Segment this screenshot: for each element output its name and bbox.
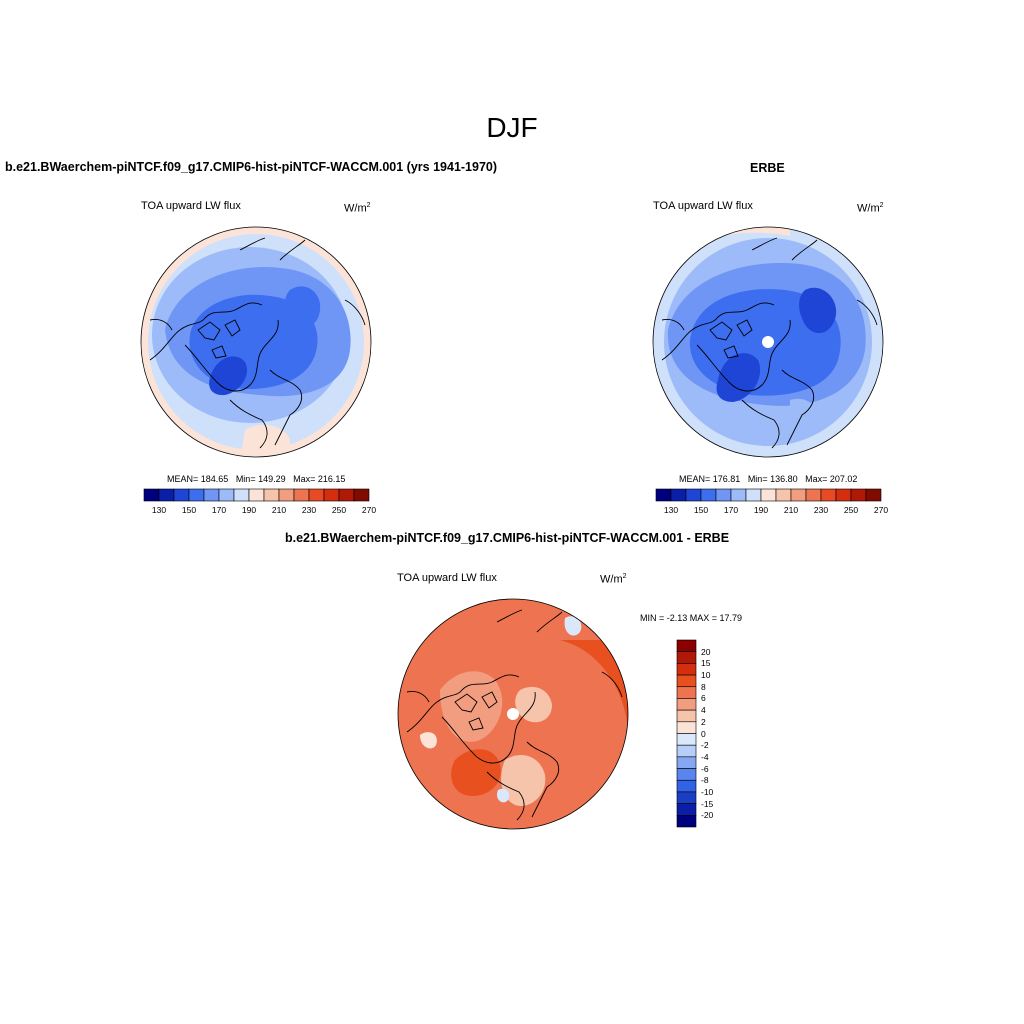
diff-colorbar-tick: -4 [701,751,709,762]
model-units-label: W/m2 [344,202,371,215]
model-colorbar-tick: 130 [151,505,167,515]
diff-colorbar-swatch [676,674,697,688]
model-colorbar-tick: 190 [241,505,257,515]
diff-colorbar-swatch [676,721,697,734]
diff-variable-label: TOA upward LW flux [397,572,497,584]
model-field-band-150 [209,356,248,396]
diff-case-title: b.e21.BWaerchem-piNTCF.f09_g17.CMIP6-his… [285,531,730,545]
model-colorbar-swatch [353,488,370,502]
obs-case-title: ERBE [750,161,785,175]
diff-colorbar-tick: 20 [701,646,711,657]
diff-colorbar-tick: 0 [701,728,706,739]
diff-colorbar-swatch [676,756,697,769]
obs-colorbar-tick: 170 [723,505,739,515]
diff-colorbar-swatch [676,768,697,781]
obs-coastlines [661,237,878,449]
diff-colorbar-tick: -8 [701,775,709,786]
diff-colorbar-tick: -10 [701,786,714,797]
diff-colorbar-swatch [676,663,697,676]
obs-stats: MEAN= 176.81 Min= 136.80 Max= 207.02 [679,474,857,484]
obs-colorbar-tick: 190 [753,505,769,515]
diff-colorbar-swatch [676,803,697,816]
obs-colorbar [655,488,882,502]
diff-field-low-patch [420,732,437,749]
model-colorbar-ticks: 130 150 170 190 210 230 250 270 [144,505,376,517]
obs-colorbar-tick: 150 [693,505,709,515]
model-stats: MEAN= 184.65 Min= 149.29 Max= 216.15 [167,474,345,484]
diff-field-europe-low [501,755,546,806]
diff-field-pole-low [515,686,552,723]
diff-coastlines [406,609,623,821]
diff-colorbar-swatch [676,686,697,699]
model-colorbar-tick: 250 [331,505,347,515]
obs-stat-max: Max= 207.02 [805,474,858,484]
diff-colorbar-tick: -2 [701,740,709,751]
model-colorbar-tick: 210 [271,505,287,515]
obs-colorbar-tick: 250 [843,505,859,515]
obs-colorbar-tick: 210 [783,505,799,515]
obs-units-label: W/m2 [857,202,884,215]
obs-stat-mean: MEAN= 176.81 [679,474,741,484]
model-map-border [140,226,372,458]
obs-colorbar-tick: 230 [813,505,829,515]
model-colorbar [143,488,370,502]
diff-map-border [397,598,629,830]
diff-field-negative-patch-1 [564,616,582,636]
obs-pole-hole [762,336,774,348]
obs-field-atlantic-low [799,287,837,334]
diff-colorbar-tick: -15 [701,798,714,809]
obs-colorbar-tick: 130 [663,505,679,515]
diff-minmax: MIN = -2.13 MAX = 17.79 [640,613,743,623]
model-field-europe-warm [240,424,290,457]
diff-colorbar-tick: 8 [701,681,706,692]
diff-colorbar-tick: 2 [701,716,706,727]
model-colorbar-tick: 230 [301,505,317,515]
diff-colorbar-tick: 6 [701,693,706,704]
obs-map-border [652,226,884,458]
obs-colorbar-swatch [865,488,882,502]
model-case-title: b.e21.BWaerchem-piNTCF.f09_g17.CMIP6-his… [5,160,498,174]
obs-field-europe [790,398,816,429]
diff-colorbar-swatch [676,651,697,664]
page-title: DJF [486,112,538,143]
diff-colorbar-swatch [676,779,697,793]
model-stat-mean: MEAN= 184.65 [167,474,229,484]
model-stat-min: Min= 149.29 [235,474,286,484]
diff-colorbar-swatch [676,815,697,828]
diff-units-label: W/m2 [600,573,627,586]
obs-variable-label: TOA upward LW flux [653,200,753,212]
diff-colorbar-tick: 4 [701,705,706,716]
diff-colorbar-swatch [676,744,697,758]
diff-colorbar-tick: -6 [701,763,709,774]
model-coastlines [149,237,366,449]
diff-colorbar [676,639,697,828]
diff-field-canada-mid [440,671,503,742]
diff-colorbar-tick: 15 [701,658,711,669]
diff-colorbar-tick: -20 [701,810,714,821]
diff-pole-hole [507,708,519,720]
diff-colorbar-ticks: 20 15 10 8 6 4 2 0 -2 -4 -6 -8 -10 -15 -20 [701,640,731,827]
diff-colorbar-swatch [676,639,697,652]
model-colorbar-tick: 150 [181,505,197,515]
model-colorbar-tick: 270 [361,505,377,515]
diff-colorbar-swatch [676,709,697,723]
diff-field-negative-patch-2 [497,788,510,803]
diff-colorbar-swatch [676,733,697,746]
obs-field-band-150 [716,353,761,402]
obs-stat-min: Min= 136.80 [747,474,798,484]
obs-colorbar-ticks: 130 150 170 190 210 230 250 270 [656,505,888,517]
diff-colorbar-swatch [676,791,697,804]
diff-colorbar-swatch [676,698,697,711]
model-stat-max: Max= 216.15 [293,474,346,484]
diff-colorbar-tick: 10 [701,670,711,681]
model-variable-label: TOA upward LW flux [141,200,241,212]
model-field-atlantic-low [284,286,321,328]
model-colorbar-tick: 170 [211,505,227,515]
diff-field-greenland-high [451,749,501,796]
obs-colorbar-tick: 270 [873,505,889,515]
